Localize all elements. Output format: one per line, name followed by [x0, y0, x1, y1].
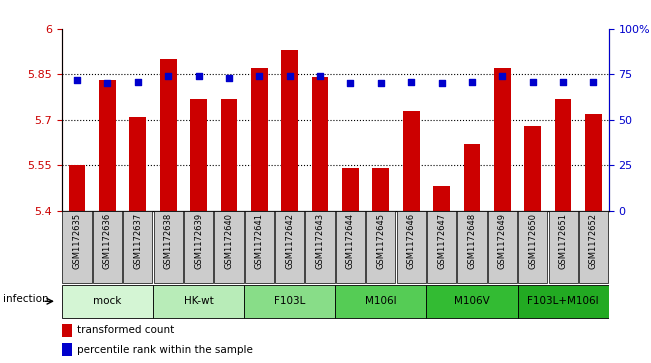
Text: GSM1172639: GSM1172639	[194, 213, 203, 269]
Text: HK-wt: HK-wt	[184, 296, 214, 306]
Point	[406, 79, 417, 85]
Text: GSM1172645: GSM1172645	[376, 213, 385, 269]
Bar	[372, 168, 389, 211]
Bar	[585, 114, 602, 211]
Point	[284, 73, 295, 79]
FancyBboxPatch shape	[518, 211, 547, 283]
Text: F103L+M106I: F103L+M106I	[527, 296, 599, 306]
Bar	[342, 168, 359, 211]
Text: GSM1172646: GSM1172646	[407, 213, 416, 269]
Bar	[190, 99, 207, 211]
Point	[224, 75, 234, 81]
Point	[315, 73, 326, 79]
Text: GSM1172641: GSM1172641	[255, 213, 264, 269]
FancyBboxPatch shape	[153, 285, 244, 318]
Point	[467, 79, 477, 85]
FancyBboxPatch shape	[214, 211, 243, 283]
FancyBboxPatch shape	[62, 211, 92, 283]
Bar	[555, 99, 572, 211]
Point	[133, 79, 143, 85]
Bar	[281, 50, 298, 211]
Point	[497, 73, 508, 79]
Bar	[434, 186, 450, 211]
Text: GSM1172647: GSM1172647	[437, 213, 446, 269]
FancyBboxPatch shape	[245, 211, 274, 283]
Text: M106I: M106I	[365, 296, 396, 306]
Text: GSM1172638: GSM1172638	[163, 213, 173, 269]
Text: GSM1172643: GSM1172643	[316, 213, 325, 269]
Text: GSM1172648: GSM1172648	[467, 213, 477, 269]
Text: F103L: F103L	[274, 296, 305, 306]
Point	[589, 79, 599, 85]
FancyBboxPatch shape	[396, 211, 426, 283]
FancyBboxPatch shape	[305, 211, 335, 283]
Bar	[69, 165, 85, 211]
Text: GSM1172642: GSM1172642	[285, 213, 294, 269]
Bar	[464, 144, 480, 211]
FancyBboxPatch shape	[579, 211, 608, 283]
FancyBboxPatch shape	[154, 211, 183, 283]
Text: GSM1172650: GSM1172650	[528, 213, 537, 269]
Point	[345, 81, 355, 86]
Bar	[159, 59, 176, 211]
FancyBboxPatch shape	[184, 211, 213, 283]
FancyBboxPatch shape	[549, 211, 577, 283]
Text: GSM1172635: GSM1172635	[72, 213, 81, 269]
Point	[102, 81, 113, 86]
Text: GSM1172637: GSM1172637	[133, 213, 143, 269]
FancyBboxPatch shape	[426, 285, 518, 318]
Point	[376, 81, 386, 86]
Bar	[221, 99, 237, 211]
Text: mock: mock	[93, 296, 122, 306]
Bar	[62, 343, 72, 356]
Text: GSM1172651: GSM1172651	[559, 213, 568, 269]
FancyBboxPatch shape	[518, 285, 609, 318]
FancyBboxPatch shape	[336, 211, 365, 283]
FancyBboxPatch shape	[123, 211, 152, 283]
FancyBboxPatch shape	[335, 285, 426, 318]
Text: GSM1172640: GSM1172640	[225, 213, 234, 269]
Point	[163, 73, 173, 79]
Bar	[251, 68, 268, 211]
Point	[72, 77, 82, 83]
Text: GSM1172636: GSM1172636	[103, 213, 112, 269]
Point	[436, 81, 447, 86]
Bar	[62, 324, 72, 337]
FancyBboxPatch shape	[458, 211, 486, 283]
Text: GSM1172644: GSM1172644	[346, 213, 355, 269]
Bar	[525, 126, 541, 211]
Point	[254, 73, 264, 79]
Point	[558, 79, 568, 85]
Text: M106V: M106V	[454, 296, 490, 306]
Text: GSM1172649: GSM1172649	[498, 213, 507, 269]
Bar	[312, 77, 329, 211]
Point	[527, 79, 538, 85]
Bar	[403, 111, 419, 211]
FancyBboxPatch shape	[62, 285, 153, 318]
Bar	[494, 68, 510, 211]
Text: transformed count: transformed count	[77, 325, 174, 335]
FancyBboxPatch shape	[367, 211, 395, 283]
Text: infection: infection	[3, 294, 49, 305]
FancyBboxPatch shape	[488, 211, 517, 283]
FancyBboxPatch shape	[275, 211, 304, 283]
FancyBboxPatch shape	[244, 285, 335, 318]
Text: percentile rank within the sample: percentile rank within the sample	[77, 345, 253, 355]
FancyBboxPatch shape	[93, 211, 122, 283]
FancyBboxPatch shape	[427, 211, 456, 283]
Text: GSM1172652: GSM1172652	[589, 213, 598, 269]
Point	[193, 73, 204, 79]
Bar	[99, 81, 116, 211]
Bar	[130, 117, 146, 211]
